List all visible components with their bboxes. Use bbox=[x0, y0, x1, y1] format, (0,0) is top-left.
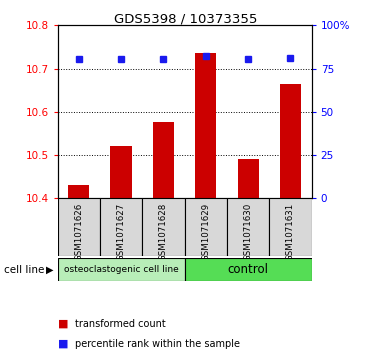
Bar bbox=[195, 53, 216, 198]
Text: GSM1071630: GSM1071630 bbox=[244, 203, 253, 261]
Bar bbox=[237, 159, 259, 198]
Bar bbox=[68, 185, 89, 198]
Text: ■: ■ bbox=[58, 339, 68, 349]
Text: GSM1071626: GSM1071626 bbox=[74, 203, 83, 261]
Text: GSM1071629: GSM1071629 bbox=[201, 203, 210, 261]
Text: ▶: ▶ bbox=[46, 265, 54, 274]
Text: control: control bbox=[227, 263, 269, 276]
Bar bbox=[280, 83, 301, 198]
Text: GSM1071627: GSM1071627 bbox=[116, 203, 125, 261]
Bar bbox=[100, 198, 142, 256]
Text: transformed count: transformed count bbox=[75, 319, 166, 329]
Bar bbox=[111, 146, 132, 198]
Text: GSM1071628: GSM1071628 bbox=[159, 203, 168, 261]
Bar bbox=[153, 122, 174, 198]
Text: osteoclastogenic cell line: osteoclastogenic cell line bbox=[64, 265, 178, 274]
Bar bbox=[58, 198, 100, 256]
Bar bbox=[58, 258, 185, 281]
Bar bbox=[227, 198, 269, 256]
Bar bbox=[142, 198, 185, 256]
Text: GDS5398 / 10373355: GDS5398 / 10373355 bbox=[114, 13, 257, 26]
Text: percentile rank within the sample: percentile rank within the sample bbox=[75, 339, 240, 349]
Text: cell line: cell line bbox=[4, 265, 44, 274]
Bar bbox=[269, 198, 312, 256]
Text: GSM1071631: GSM1071631 bbox=[286, 203, 295, 261]
Text: ■: ■ bbox=[58, 319, 68, 329]
Bar bbox=[185, 198, 227, 256]
Bar bbox=[185, 258, 312, 281]
